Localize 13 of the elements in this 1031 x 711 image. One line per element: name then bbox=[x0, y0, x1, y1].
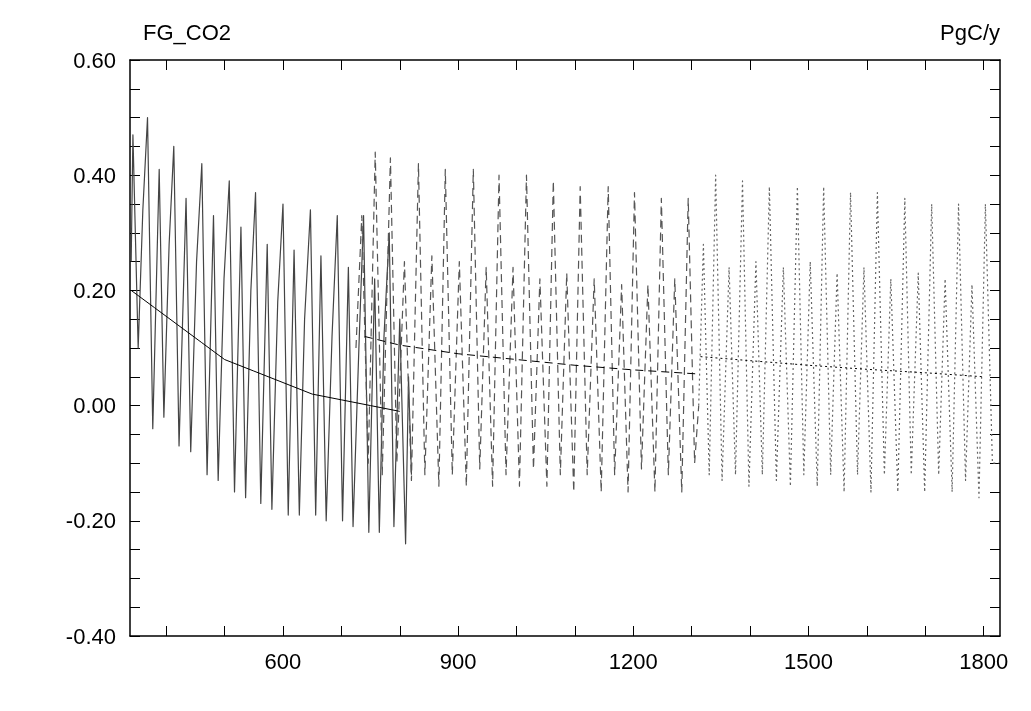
y-tick-label: 0.00 bbox=[73, 393, 116, 419]
x-tick-label: 1500 bbox=[784, 648, 833, 674]
y-axis-title: PgC/y bbox=[940, 19, 1001, 45]
x-tick-label: 1800 bbox=[959, 648, 1009, 674]
chart-title: FG_CO2 bbox=[143, 19, 232, 45]
y-tick-label: -0.40 bbox=[65, 623, 116, 649]
y-tick-label: 0.20 bbox=[73, 277, 116, 303]
x-tick-label: 1200 bbox=[608, 648, 658, 674]
y-tick-label: -0.20 bbox=[65, 508, 116, 534]
y-tick-label: 0.60 bbox=[73, 47, 116, 73]
x-tick-label: 900 bbox=[439, 648, 477, 674]
y-tick-label: 0.40 bbox=[73, 162, 116, 188]
x-tick-label: 600 bbox=[264, 648, 302, 674]
